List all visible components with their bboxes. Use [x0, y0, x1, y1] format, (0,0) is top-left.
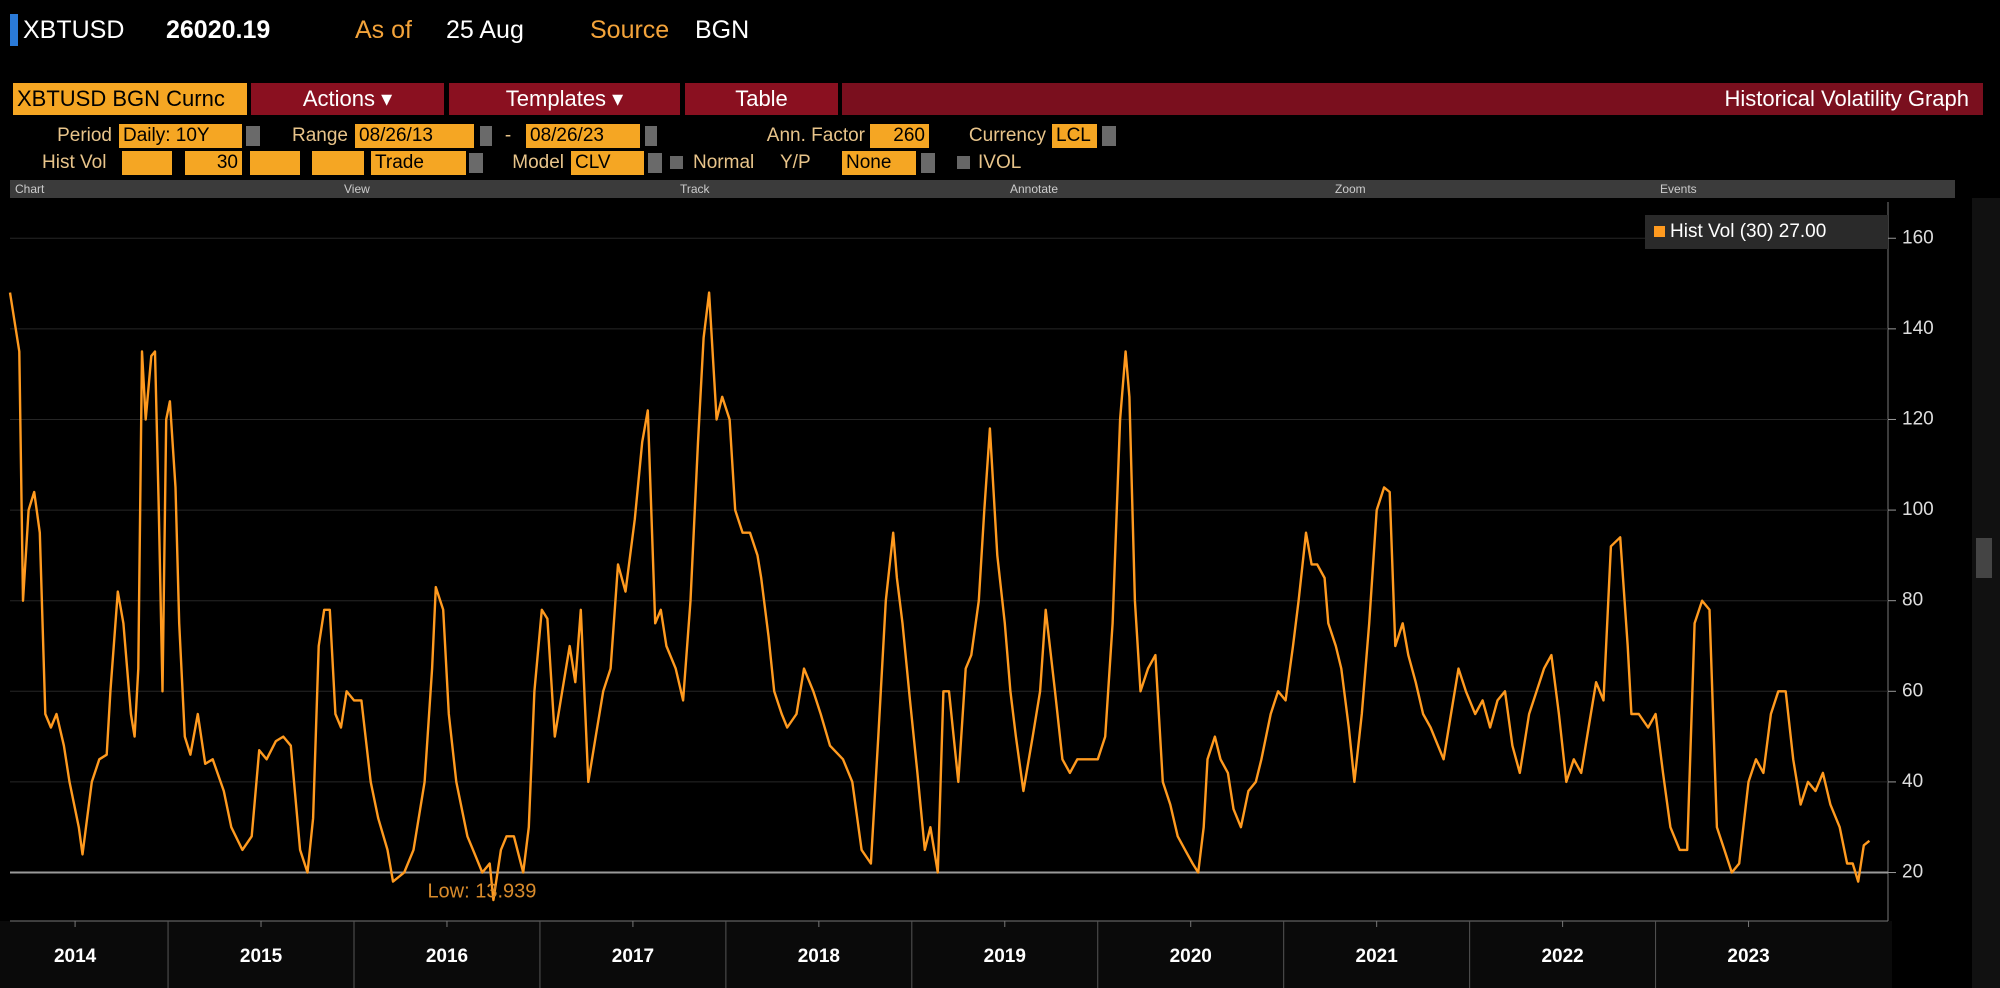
model[interactable]: CLV [571, 151, 644, 175]
y-tick-label: 60 [1902, 680, 1923, 701]
x-tick-label: 2020 [1170, 946, 1212, 967]
yp-label: Y/P [780, 152, 811, 173]
range-end[interactable]: 08/26/23 [526, 124, 640, 148]
normal-label: Normal [693, 152, 755, 173]
range-label: Range [292, 125, 348, 146]
source-label: Source [590, 16, 670, 44]
y-tick-label: 120 [1902, 408, 1934, 429]
x-tick-label: 2017 [612, 946, 654, 967]
dropdown[interactable] [469, 153, 483, 173]
y-tick-label: 80 [1902, 590, 1923, 611]
currency[interactable]: LCL [1052, 124, 1097, 148]
calendar[interactable] [645, 126, 657, 146]
x-tick-label: 2018 [798, 946, 840, 967]
year-band [0, 921, 1892, 988]
series-line [8, 291, 1871, 902]
checkbox[interactable] [957, 156, 970, 169]
period-label: Period [57, 125, 112, 146]
range-start[interactable]: 08/26/13 [355, 124, 474, 148]
period-field[interactable]: Daily: 10Y [119, 124, 242, 148]
menu-item[interactable]: Templates ▾ [449, 83, 680, 115]
x-tick-label: 2023 [1727, 946, 1769, 967]
y-tick-label: 40 [1902, 771, 1923, 792]
security-box[interactable]: XBTUSD BGN Curnc [13, 83, 247, 115]
x-tick-label: 2019 [984, 946, 1026, 967]
toolbar-item[interactable]: Chart [15, 182, 45, 196]
field[interactable] [250, 151, 300, 175]
field[interactable] [312, 151, 364, 175]
x-tick-label: 2016 [426, 946, 468, 967]
model-label: Model [512, 152, 564, 173]
toolbar-item[interactable]: View [344, 182, 370, 196]
ticker: XBTUSD [23, 16, 125, 44]
y-tick-label: 140 [1902, 318, 1934, 339]
x-tick-label: 2014 [54, 946, 97, 967]
function-title: Historical Volatility Graph [842, 83, 1983, 115]
dropdown[interactable] [648, 153, 662, 173]
x-tick-label: 2021 [1356, 946, 1399, 967]
hist-vol-label: Hist Vol [42, 152, 107, 173]
checkbox[interactable] [670, 156, 683, 169]
ivol-label: IVOL [978, 152, 1022, 173]
annotation: Low: 13.939 [427, 880, 536, 902]
calendar[interactable] [480, 126, 492, 146]
currency-label: Currency [968, 125, 1046, 146]
ticker-marker [10, 14, 18, 46]
price-type[interactable]: Trade [371, 151, 466, 175]
dropdown[interactable] [246, 126, 260, 146]
y-tick-label: 20 [1902, 862, 1923, 883]
toolbar-item[interactable]: Events [1660, 182, 1697, 196]
legend-label: Hist Vol (30) 27.00 [1670, 221, 1826, 242]
menu-item[interactable]: Table [685, 83, 838, 115]
field[interactable] [122, 151, 172, 175]
ann-factor[interactable]: 260 [870, 124, 929, 148]
chart: 20 40 60 80 100 120 140 160 2014 2015 2016 2017 2018… [0, 198, 2000, 988]
price: 26020.19 [166, 16, 271, 44]
toolbar-item[interactable]: Zoom [1335, 182, 1366, 196]
menu-item[interactable]: Actions ▾ [251, 83, 444, 115]
side-strip [1972, 198, 2000, 988]
toolbar-item[interactable]: Track [680, 182, 710, 196]
x-tick-label: 2022 [1541, 946, 1583, 967]
source: BGN [695, 16, 750, 44]
x-tick-label: 2015 [240, 946, 283, 967]
y-tick-label: 100 [1902, 499, 1934, 520]
as-of-label: As of [355, 16, 412, 44]
chart-toolbar [10, 180, 1955, 198]
yp[interactable]: None [842, 151, 916, 175]
legend-swatch [1654, 226, 1665, 237]
as-of-date: 25 Aug [446, 16, 524, 44]
dropdown[interactable] [921, 153, 935, 173]
side-tab[interactable] [1976, 538, 1992, 578]
legend-box [1645, 215, 1888, 249]
hist-vol-window[interactable]: 30 [185, 151, 242, 175]
range-sep: - [504, 125, 512, 146]
toolbar-item[interactable]: Annotate [1010, 182, 1059, 196]
y-tick-label: 160 [1902, 227, 1934, 248]
ann-factor-label: Ann. Factor [766, 125, 865, 146]
dropdown[interactable] [1102, 126, 1116, 146]
